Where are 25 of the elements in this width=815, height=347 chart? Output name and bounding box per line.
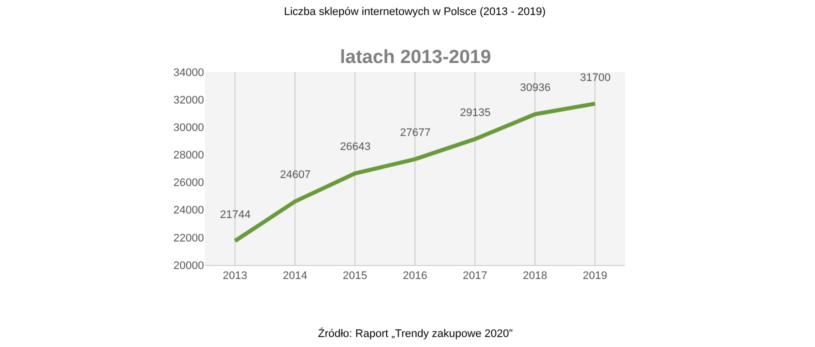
text: Źródło: Raport „Trendy zakupowe 2020” (318, 327, 513, 340)
data-label: 30936 (520, 82, 551, 94)
x-tick-label: 2014 (282, 270, 308, 282)
y-tick-label: 28000 (173, 150, 204, 162)
x-tick-label: 2013 (222, 270, 248, 282)
data-label: 26643 (340, 141, 371, 153)
y-tick-label: 32000 (173, 94, 204, 106)
x-tick-label: 2017 (462, 270, 488, 282)
data-label: 21744 (220, 209, 251, 221)
x-tick-label: 2018 (522, 270, 548, 282)
chart-subtitle: latach 2013-2019 (340, 47, 492, 68)
data-label: 24607 (280, 169, 311, 181)
y-tick-label: 20000 (173, 260, 204, 272)
chart-title: Liczba sklepów internetowych w Polsce (2013 - 2019) (284, 6, 546, 18)
x-tick-label: 2016 (402, 270, 428, 282)
data-label: 29135 (460, 107, 491, 119)
data-label: 31700 (580, 72, 611, 84)
y-tick-label: 24000 (173, 204, 204, 217)
data-label: 27677 (400, 127, 431, 139)
y-tick-label: 34000 (173, 66, 204, 79)
y-tick-label: 22000 (173, 232, 204, 244)
y-tick-label: 26000 (173, 177, 204, 190)
x-tick-label: 2019 (582, 270, 608, 282)
x-tick-label: 2015 (342, 270, 368, 282)
y-tick-label: 30000 (173, 122, 204, 134)
